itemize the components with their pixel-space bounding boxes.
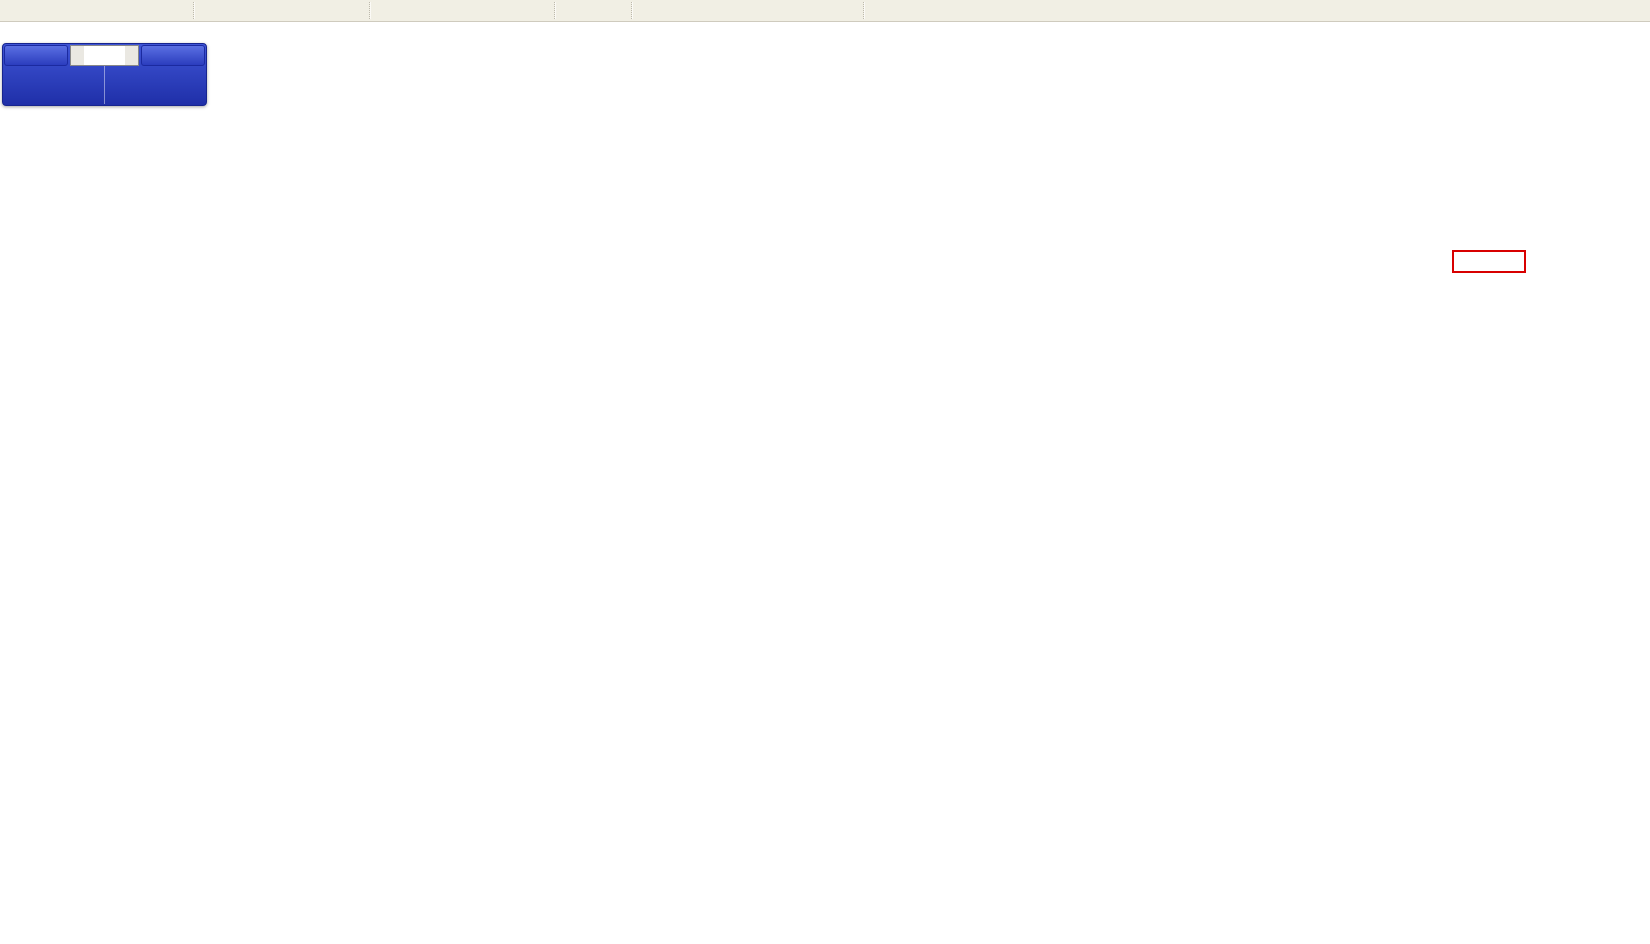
toolbar-separator	[631, 2, 633, 19]
toolbar-separator	[369, 2, 371, 19]
sell-button[interactable]	[4, 45, 68, 66]
macd-indicator-label	[3, 584, 6, 596]
toolbar-separator	[554, 2, 556, 19]
buy-button[interactable]	[141, 45, 205, 66]
rsi-indicator-label	[3, 756, 6, 768]
toolbar-separator	[193, 2, 195, 19]
volume-increase-icon[interactable]	[125, 46, 138, 65]
toolbar-separator	[863, 2, 865, 19]
one-click-trading-panel	[2, 43, 207, 106]
resistance-price-label	[1452, 250, 1526, 273]
volume-stepper[interactable]	[70, 45, 139, 66]
sell-price[interactable]	[3, 66, 104, 104]
toolbar	[0, 0, 1650, 22]
buy-price[interactable]	[104, 66, 206, 104]
symbol-info	[4, 24, 13, 36]
volume-value[interactable]	[84, 46, 125, 65]
volume-decrease-icon[interactable]	[71, 46, 84, 65]
